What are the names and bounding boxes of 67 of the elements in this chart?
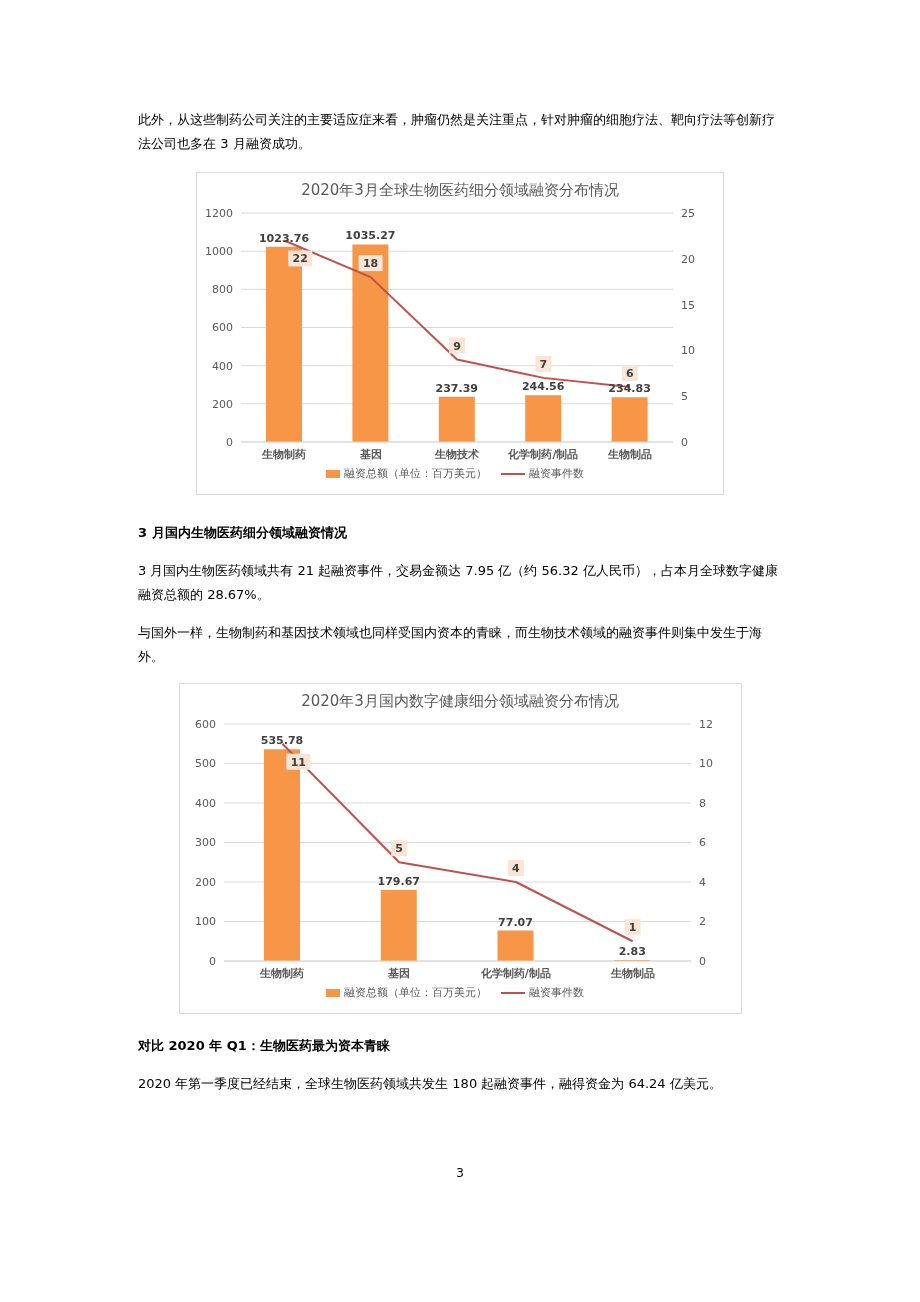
text: 3 — [456, 1166, 464, 1180]
x-tick-label: 化学制药/制品 — [507, 447, 579, 461]
chart-title: 2020年3月国内数字健康细分领域融资分布情况 — [300, 691, 620, 712]
data-label: 11 — [290, 755, 306, 769]
y-tick-label: 0 — [208, 954, 216, 968]
y-tick-label: 200 — [194, 875, 216, 889]
y2-tick-label: 15 — [681, 298, 695, 312]
data-label: 22 — [292, 252, 308, 266]
y-tick-label: 100 — [194, 915, 216, 929]
y2-tick-label: 10 — [681, 344, 695, 358]
data-label: 1 — [628, 921, 636, 935]
data-label: 237.39 — [435, 381, 479, 395]
data-label: 1035.27 — [345, 229, 396, 243]
y-tick-label: 400 — [212, 359, 233, 373]
y-tick-label: 300 — [194, 836, 216, 850]
x-tick-label: 生物制品 — [609, 966, 655, 980]
y2-tick-label: 5 — [681, 390, 688, 404]
legend-label: 融资总额（单位：百万美元） — [344, 466, 487, 481]
x-tick-label: 基因 — [358, 447, 382, 461]
y-tick-label: 600 — [212, 321, 233, 335]
y-tick-label: 400 — [194, 796, 216, 810]
x-tick-label: 生物制药 — [261, 447, 307, 461]
data-label: 234.83 — [608, 382, 651, 396]
x-tick-label: 生物制药 — [258, 966, 304, 980]
y2-tick-label: 0 — [698, 954, 706, 968]
y-tick-label: 1200 — [205, 206, 233, 220]
text: 对比 2020 年 Q1：生物医药最为资本青睐 — [138, 1037, 391, 1055]
data-label: 1023.76 — [258, 231, 310, 245]
y2-tick-label: 0 — [681, 435, 688, 449]
text: 与国外一样，生物制药和基因技术领域也同样受国内资本的青睐，而生物技术领域的融资事件则集中发生于海外。 — [138, 624, 763, 666]
y-tick-label: 600 — [194, 717, 216, 731]
text: 2020 年第一季度已经结束，全球生物医药领域共发生 180 起融资事件，融得资金为 64.24 亿美元。 — [138, 1075, 723, 1093]
data-label: 2.83 — [618, 944, 646, 958]
y-tick-label: 500 — [194, 757, 216, 771]
y-tick-label: 800 — [212, 283, 233, 297]
y-tick-label: 1000 — [205, 245, 233, 259]
data-label: 179.67 — [377, 875, 420, 889]
legend-label: 融资事件数 — [529, 985, 584, 1000]
text: 此外，从这些制药公司关注的主要适应症来看，肿瘤仍然是关注重点，针对肿瘤的细胞疗法、靶向疗法等创新疗法公司也多在 3 月融资成功。 — [138, 111, 776, 153]
data-label: 6 — [625, 367, 634, 381]
y2-tick-label: 10 — [698, 757, 713, 771]
y-tick-label: 200 — [212, 397, 233, 411]
data-label: 244.56 — [521, 380, 565, 394]
x-tick-label: 化学制药/制品 — [479, 966, 551, 980]
y2-tick-label: 25 — [681, 206, 695, 220]
y2-tick-label: 2 — [698, 915, 706, 929]
y2-tick-label: 8 — [698, 796, 706, 810]
data-label: 18 — [362, 257, 379, 271]
text: 3 月国内生物医药细分领域融资情况 — [138, 524, 348, 542]
legend-label: 融资总额（单位：百万美元） — [344, 985, 487, 1000]
data-label: 5 — [394, 842, 403, 856]
data-label: 4 — [511, 862, 520, 875]
data-label: 7 — [539, 357, 548, 371]
chart-title: 2020年3月全球生物医药细分领域融资分布情况 — [300, 180, 620, 201]
y-tick-label: 0 — [226, 435, 233, 449]
y2-tick-label: 6 — [698, 836, 706, 850]
text: 3 月国内生物医药领域共有 21 起融资事件，交易金额达 7.95 亿（约 56.32 亿人民币），占本月全球数字健康融资总额的 28.67%。 — [138, 562, 779, 604]
legend-label: 融资事件数 — [529, 466, 584, 481]
x-tick-label: 生物制品 — [606, 447, 652, 461]
data-label: 77.07 — [497, 915, 533, 929]
y2-tick-label: 20 — [681, 252, 695, 266]
y2-tick-label: 12 — [698, 717, 713, 731]
y2-tick-label: 4 — [698, 875, 706, 889]
data-label: 9 — [453, 339, 461, 353]
data-label: 535.78 — [260, 734, 303, 748]
x-tick-label: 基因 — [386, 966, 410, 980]
x-tick-label: 生物技术 — [434, 447, 479, 461]
